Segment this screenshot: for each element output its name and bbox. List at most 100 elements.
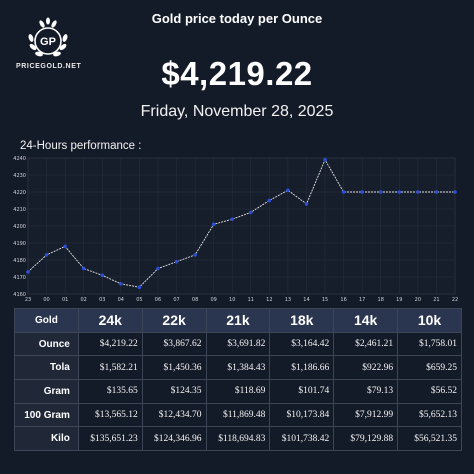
table-cell: $135.65 [77,379,143,404]
data-point [100,273,105,278]
table-cell: $10,173.84 [269,402,335,428]
x-tick-label: 06 [155,297,161,302]
row-header: Ounce [14,331,79,357]
data-point [81,266,86,271]
data-point [397,190,402,194]
table-cell: $7,912.99 [333,402,399,428]
price-date: Friday, November 28, 2025 [140,103,334,120]
table-row: Gram $135.65 $124.35 $118.69 $101.74 $79… [14,379,462,404]
y-tick-label: 4200 [13,224,26,230]
y-tick-label: 4160 [13,292,26,298]
table-cell: $3,691.82 [205,331,271,357]
table-cell: $118,694.83 [205,426,271,452]
y-tick-label: 4170 [13,275,26,281]
laurel-logo-icon: GP [28,17,68,57]
table-cell: $79.13 [333,379,399,404]
x-tick-label: 18 [378,297,384,302]
data-point [341,190,346,194]
data-point [193,253,197,257]
brand-logo: GP PRICEGOLD.NET [16,16,82,84]
data-point [119,282,123,286]
table-cell: $101.74 [269,379,335,404]
data-point [44,253,49,257]
data-point [360,190,364,194]
x-tick-label: 04 [118,297,124,302]
column-header: 24k [77,308,143,333]
x-tick-label: 11 [248,297,254,302]
y-tick-label: 4190 [13,241,26,247]
x-tick-label: 15 [322,297,328,302]
brand-name: PRICEGOLD.NET [16,63,82,70]
table-cell: $13,565.12 [77,402,143,428]
table-cell: $1,384.43 [205,355,271,381]
x-tick-label: 10 [229,297,235,302]
data-point [248,210,253,215]
column-header: 10k [397,308,462,333]
row-header: Kilo [14,426,79,452]
x-tick-label: 02 [81,297,87,302]
data-point [434,190,439,194]
data-point [453,190,457,194]
table-cell: $1,186.66 [269,355,335,381]
x-tick-label: 20 [415,297,421,302]
table-cell: $1,582.21 [77,355,143,381]
x-tick-label: 01 [62,297,68,302]
performance-chart: 4160 4170 4180 4190 4200 4210 4220 4230 4240 23 00… [13,156,458,302]
x-tick-label: 19 [396,297,402,302]
data-point [211,222,216,227]
table-cell: $5,652.13 [397,402,462,428]
table-row: Tola $1,582.21 $1,450.36 $1,384.43 $1,18… [14,355,462,381]
data-point [156,266,160,271]
data-point [304,202,309,206]
x-tick-label: 09 [210,297,216,302]
column-header: 21k [205,308,271,333]
table-cell: $118.69 [205,379,271,404]
table-cell: $922.96 [333,355,399,381]
data-point [416,190,420,194]
data-point [63,244,67,249]
x-tick-label: 03 [99,297,105,302]
data-point [174,259,179,264]
column-header: 14k [333,308,399,333]
data-point [137,285,142,289]
x-tick-label: 08 [192,297,198,302]
data-point [26,270,30,274]
price-table: Gold 24k 22k 21k 18k 14k 10k Ounce $4,21… [14,308,462,452]
x-tick-label: 13 [285,297,291,302]
data-point [286,188,290,193]
y-tick-label: 4210 [13,207,26,213]
table-cell: $101,738.42 [269,426,335,452]
y-tick-label: 4220 [13,190,26,196]
x-tick-label: 12 [266,297,272,302]
page-title: Gold price today per Ounce [151,11,323,26]
column-header: 18k [269,308,335,333]
gold-price: $4,219.22 [161,55,313,92]
data-point [230,217,235,221]
table-cell: $659.25 [397,355,462,381]
table-cell: $12,434.70 [141,402,207,428]
data-point [323,157,327,162]
table-cell: $124.35 [141,379,207,404]
table-cell: $3,164.42 [269,331,335,357]
x-tick-label: 22 [452,297,458,302]
table-cell: $124,346.96 [141,426,207,452]
x-tick-label: 14 [303,297,309,302]
table-cell: $11,869.48 [205,402,271,428]
performance-label: 24-Hours performance : [20,140,142,152]
x-tick-label: 07 [173,297,179,302]
y-tick-label: 4230 [13,173,26,179]
data-point [378,190,383,194]
table-cell: $4,219.22 [77,331,143,357]
x-tick-label: 16 [340,297,346,302]
table-cell: $135,651.23 [77,426,143,452]
table-row: 100 Gram $13,565.12 $12,434.70 $11,869.4… [14,402,462,428]
price-line [27,158,455,288]
table-cell: $1,758.01 [397,331,462,357]
table-header-row: Gold 24k 22k 21k 18k 14k 10k [14,308,462,333]
table-cell: $1,450.36 [141,355,207,381]
y-tick-label: 4240 [13,156,26,162]
x-tick-label: 23 [25,297,31,302]
x-tick-label: 05 [136,297,142,302]
logo-monogram: GP [40,36,56,48]
table-cell: $79,129.88 [333,426,399,452]
